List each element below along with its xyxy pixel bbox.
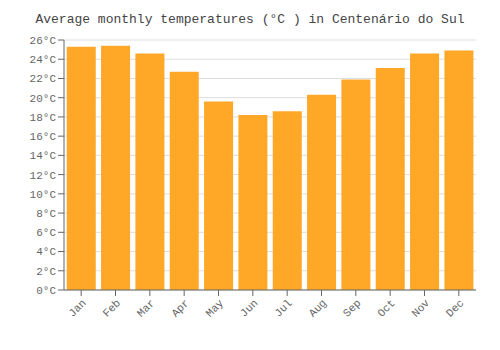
svg-text:Dec: Dec [444, 297, 466, 319]
svg-text:20°C: 20°C [30, 93, 57, 105]
svg-text:16°C: 16°C [30, 131, 57, 143]
svg-text:6°C: 6°C [36, 227, 56, 239]
svg-text:22°C: 22°C [30, 73, 57, 85]
svg-text:2°C: 2°C [36, 266, 56, 278]
svg-text:Aug: Aug [307, 297, 329, 319]
svg-text:24°C: 24°C [30, 54, 57, 66]
svg-text:Mar: Mar [135, 297, 157, 319]
svg-text:Sep: Sep [341, 297, 363, 319]
svg-text:Feb: Feb [101, 297, 123, 319]
svg-text:May: May [204, 297, 227, 320]
svg-text:Jul: Jul [272, 297, 294, 319]
svg-text:14°C: 14°C [30, 150, 57, 162]
svg-text:12°C: 12°C [30, 170, 57, 182]
svg-text:Apr: Apr [169, 297, 191, 319]
svg-text:0°C: 0°C [36, 285, 56, 297]
svg-text:10°C: 10°C [30, 189, 57, 201]
svg-text:Jan: Jan [66, 297, 88, 319]
svg-text:8°C: 8°C [36, 208, 56, 220]
svg-text:Oct: Oct [375, 297, 397, 319]
svg-text:4°C: 4°C [36, 246, 56, 258]
svg-text:18°C: 18°C [30, 112, 57, 124]
html-text:Average monthly temperatures (: Average monthly temperatures (°C ) in Ce… [35, 12, 465, 27]
svg-text:26°C: 26°C [30, 35, 57, 47]
svg-text:Nov: Nov [410, 297, 433, 320]
svg-text:Jun: Jun [238, 297, 260, 319]
